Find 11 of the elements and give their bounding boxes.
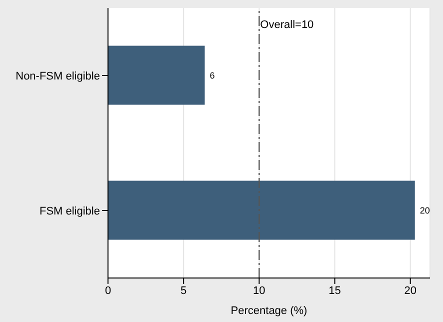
data-label: 20 [420, 205, 430, 216]
x-axis-title: Percentage (%) [230, 305, 308, 317]
ref-line-label: Overall=10 [260, 18, 314, 31]
data-label: 6 [210, 70, 215, 80]
x-tick-label: 20 [404, 284, 416, 297]
x-tick-label: 10 [253, 284, 266, 297]
y-tick-label: FSM eligible [39, 206, 100, 218]
x-tick-label: 5 [180, 284, 187, 297]
x-tick-label: 0 [104, 284, 112, 297]
y-tick-label: Non-FSM eligible [16, 70, 100, 82]
x-tick-label: 15 [328, 284, 341, 297]
